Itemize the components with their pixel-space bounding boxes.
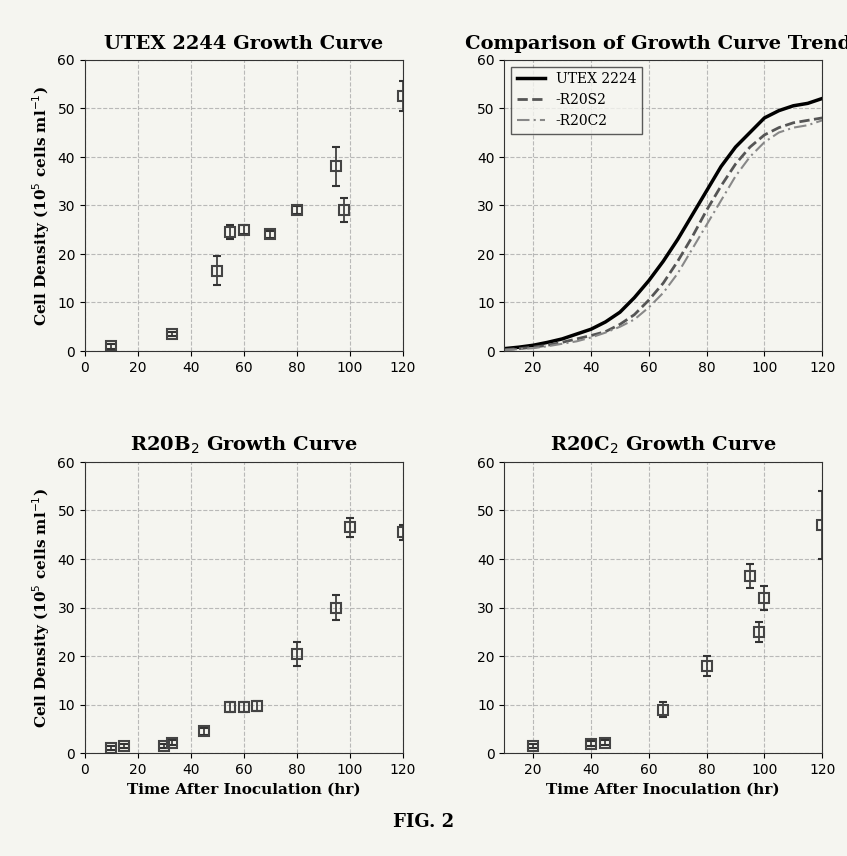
Title: R20C$_2$ Growth Curve: R20C$_2$ Growth Curve	[550, 435, 776, 456]
-R20C2	[657, 288, 667, 298]
-R20S2	[528, 342, 538, 353]
-R20C2	[571, 336, 581, 347]
UTEX 2224	[788, 101, 798, 111]
UTEX 2224	[687, 211, 697, 221]
Line: UTEX 2224: UTEX 2224	[504, 98, 822, 349]
-R20C2	[628, 314, 639, 324]
Title: Comparison of Growth Curve Trends: Comparison of Growth Curve Trends	[464, 35, 847, 53]
UTEX 2224	[773, 106, 783, 116]
UTEX 2224	[716, 162, 726, 172]
UTEX 2224	[759, 113, 769, 123]
-R20S2	[513, 343, 523, 354]
-R20C2	[528, 343, 538, 354]
-R20S2	[701, 205, 711, 216]
UTEX 2224	[528, 341, 538, 351]
-R20C2	[585, 332, 595, 342]
UTEX 2224	[701, 186, 711, 196]
Line: -R20C2: -R20C2	[504, 121, 822, 350]
-R20S2	[716, 181, 726, 191]
UTEX 2224	[817, 93, 827, 104]
-R20S2	[687, 232, 697, 242]
UTEX 2224	[673, 235, 683, 245]
-R20S2	[745, 142, 755, 152]
Legend: UTEX 2224, -R20S2, -R20C2: UTEX 2224, -R20S2, -R20C2	[511, 67, 641, 134]
Y-axis label: Cell Density (10$^5$ cells ml$^{-1}$): Cell Density (10$^5$ cells ml$^{-1}$)	[30, 488, 52, 728]
-R20S2	[600, 327, 610, 337]
UTEX 2224	[730, 142, 740, 152]
-R20C2	[716, 195, 726, 205]
UTEX 2224	[628, 293, 639, 303]
-R20C2	[513, 344, 523, 354]
-R20C2	[802, 121, 812, 131]
-R20S2	[802, 116, 812, 126]
Y-axis label: Cell Density (10$^5$ cells ml$^{-1}$): Cell Density (10$^5$ cells ml$^{-1}$)	[30, 86, 52, 325]
-R20C2	[773, 128, 783, 138]
UTEX 2224	[542, 337, 552, 348]
-R20C2	[788, 122, 798, 133]
-R20S2	[759, 130, 769, 140]
-R20C2	[673, 269, 683, 279]
UTEX 2224	[614, 307, 624, 318]
-R20S2	[773, 122, 783, 133]
-R20S2	[499, 345, 509, 355]
-R20C2	[817, 116, 827, 126]
UTEX 2224	[643, 276, 653, 286]
-R20C2	[745, 152, 755, 162]
-R20C2	[730, 171, 740, 181]
UTEX 2224	[499, 343, 509, 354]
-R20S2	[817, 113, 827, 123]
UTEX 2224	[657, 256, 667, 266]
X-axis label: Time After Inoculation (hr): Time After Inoculation (hr)	[546, 782, 779, 797]
-R20S2	[571, 334, 581, 344]
-R20S2	[643, 295, 653, 306]
-R20C2	[643, 302, 653, 312]
Text: FIG. 2: FIG. 2	[393, 812, 454, 830]
-R20S2	[730, 159, 740, 169]
-R20C2	[542, 342, 552, 352]
-R20S2	[788, 118, 798, 128]
-R20S2	[657, 278, 667, 288]
UTEX 2224	[513, 342, 523, 353]
-R20S2	[673, 256, 683, 266]
-R20S2	[585, 330, 595, 341]
-R20C2	[687, 244, 697, 254]
-R20S2	[556, 337, 567, 348]
UTEX 2224	[571, 329, 581, 339]
-R20C2	[600, 328, 610, 338]
-R20S2	[628, 310, 639, 320]
UTEX 2224	[802, 98, 812, 109]
-R20C2	[556, 339, 567, 349]
UTEX 2224	[745, 128, 755, 138]
UTEX 2224	[600, 317, 610, 327]
Title: UTEX 2244 Growth Curve: UTEX 2244 Growth Curve	[104, 35, 383, 53]
-R20C2	[499, 345, 509, 355]
UTEX 2224	[556, 334, 567, 344]
UTEX 2224	[585, 324, 595, 335]
Title: R20B$_2$ Growth Curve: R20B$_2$ Growth Curve	[130, 435, 357, 456]
-R20S2	[614, 319, 624, 330]
-R20C2	[701, 220, 711, 230]
Line: -R20S2: -R20S2	[504, 118, 822, 350]
-R20C2	[614, 322, 624, 332]
-R20C2	[759, 137, 769, 147]
X-axis label: Time After Inoculation (hr): Time After Inoculation (hr)	[127, 782, 360, 797]
-R20S2	[542, 341, 552, 351]
